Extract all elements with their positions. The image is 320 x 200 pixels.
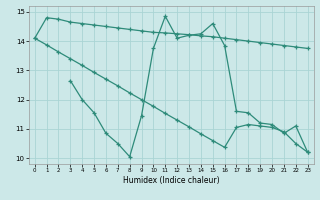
X-axis label: Humidex (Indice chaleur): Humidex (Indice chaleur) [123, 176, 220, 185]
